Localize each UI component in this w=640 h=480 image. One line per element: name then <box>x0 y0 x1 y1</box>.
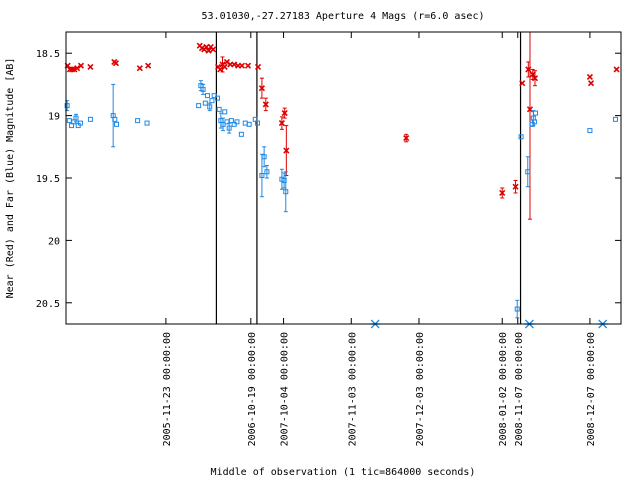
x-tick-label: 2008-12-07 00:00:00 <box>586 332 597 446</box>
data-point <box>207 104 213 110</box>
data-point <box>200 86 206 92</box>
data-point <box>514 306 520 312</box>
data-point <box>278 120 285 127</box>
y-tick-label: 18.5 <box>36 49 60 60</box>
data-point <box>231 61 238 68</box>
plot-frame <box>65 31 622 325</box>
data-point <box>114 121 120 127</box>
data-point <box>234 119 240 125</box>
data-point <box>145 62 152 69</box>
data-point <box>283 147 290 154</box>
y-tick-label: 20.5 <box>36 299 60 310</box>
y-tick-label: 19 <box>48 112 60 123</box>
data-point <box>518 134 524 140</box>
x-tick-label: 2008-01-02 00:00:00 <box>498 332 509 446</box>
data-point <box>215 95 221 101</box>
data-point <box>531 75 539 82</box>
data-point <box>196 103 202 109</box>
x-tick-label: 2007-12-03 00:00:00 <box>415 332 426 446</box>
data-point <box>112 60 120 67</box>
data-marks <box>64 31 620 329</box>
data-point <box>87 63 94 71</box>
data-point <box>283 189 289 195</box>
data-point <box>210 46 217 53</box>
data-point <box>519 80 526 87</box>
data-point <box>216 106 222 112</box>
data-point <box>74 65 81 72</box>
data-point <box>217 66 224 73</box>
data-point <box>499 189 506 197</box>
data-point <box>221 63 228 71</box>
data-point <box>281 110 288 117</box>
data-point <box>587 80 595 87</box>
data-point <box>586 73 593 80</box>
y-tick-label: 20 <box>48 236 60 247</box>
data-point <box>228 118 234 124</box>
x-tick-label: 2007-10-04 00:00:00 <box>280 332 291 446</box>
y-axis: 18.5 19 19.5 20 20.5 <box>36 49 621 310</box>
data-point <box>261 154 267 160</box>
data-point <box>66 118 72 124</box>
y-tick-label: 19.5 <box>36 174 60 185</box>
x-tick-label: 2005-11-23 00:00:00 <box>162 332 173 446</box>
data-point <box>244 62 252 69</box>
data-point <box>238 131 244 137</box>
x-tick-label: 2006-10-19 00:00:00 <box>247 332 258 446</box>
x-axis: 2005-11-23 00:00:00 2006-10-19 00:00:00 20… <box>162 32 597 446</box>
data-point <box>258 85 265 92</box>
x-axis-label: Middle of observation (1 tic=864000 seco… <box>211 467 476 478</box>
data-point <box>135 118 141 124</box>
x-tick-label: 2008-11-07 00:00:00 <box>514 332 525 446</box>
data-point <box>226 125 232 131</box>
data-point <box>73 115 79 121</box>
data-point <box>202 100 208 106</box>
chart-title: 53.01030,-27.27183 Aperture 4 Mags (r=6.… <box>202 11 485 22</box>
data-point <box>525 169 531 175</box>
data-point <box>77 62 85 69</box>
data-point <box>238 62 246 69</box>
data-point <box>529 71 536 78</box>
data-point <box>144 120 150 126</box>
data-point <box>587 128 593 134</box>
data-point <box>262 101 269 108</box>
data-point <box>246 121 252 127</box>
data-point <box>64 103 70 109</box>
data-point <box>205 47 212 54</box>
data-point <box>612 116 618 122</box>
data-point <box>259 173 265 179</box>
y-axis-label: Near (Red) and Far (Blue) Magnitude [AB] <box>5 58 16 299</box>
data-point <box>613 66 620 73</box>
data-point <box>533 110 539 116</box>
data-point <box>112 116 118 122</box>
data-point <box>254 120 260 126</box>
data-point <box>136 65 143 72</box>
data-point <box>77 120 83 126</box>
data-point <box>87 116 93 122</box>
data-point <box>254 63 262 71</box>
data-point <box>205 93 211 99</box>
data-point <box>512 183 519 190</box>
data-point <box>222 109 228 115</box>
data-point <box>209 98 215 104</box>
data-point <box>531 119 537 125</box>
data-point <box>264 169 270 175</box>
data-point <box>403 135 410 142</box>
x-tick-label: 2007-11-03 00:00:00 <box>347 332 358 446</box>
